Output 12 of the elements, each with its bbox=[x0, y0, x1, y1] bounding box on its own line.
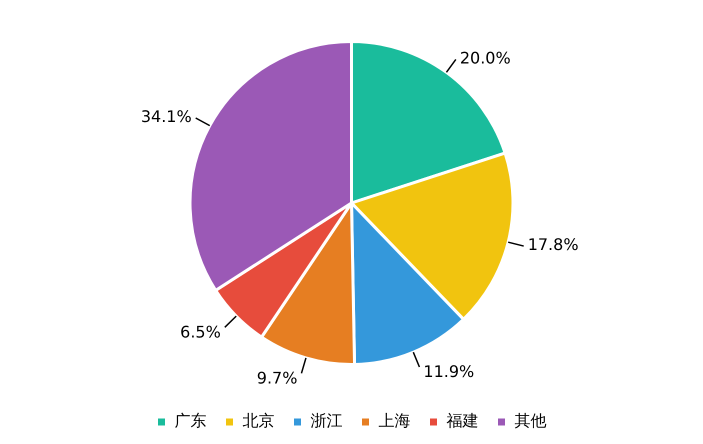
data-label: 9.7% bbox=[256, 368, 298, 388]
legend-label: 北京 bbox=[242, 411, 274, 430]
legend-label: 福建 bbox=[446, 411, 478, 430]
data-label: 6.5% bbox=[180, 322, 221, 342]
data-label: 17.8% bbox=[528, 235, 579, 254]
data-label: 34.1% bbox=[140, 107, 192, 126]
data-label: 11.9% bbox=[423, 362, 474, 382]
data-label: 20.0% bbox=[460, 48, 511, 68]
legend-label: 其他 bbox=[514, 411, 546, 430]
legend-label: 上海 bbox=[378, 411, 410, 430]
legend-label: 浙江 bbox=[310, 411, 342, 430]
legend-label: 广东 bbox=[174, 411, 206, 430]
